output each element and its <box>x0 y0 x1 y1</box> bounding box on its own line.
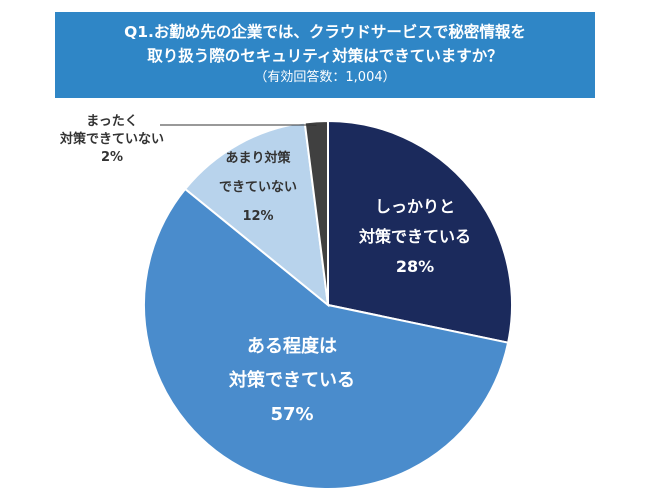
slice-label-barely: あまり対策 <box>225 150 291 166</box>
slice-label-fully: 対策できている <box>358 227 471 246</box>
slice-label-fully: しっかりと <box>375 197 455 216</box>
chart-title-line-1: Q1.お勤め先の企業では、クラウドサービスで秘密情報を <box>124 23 526 41</box>
pie-slice-somewhat <box>143 187 510 490</box>
chart-title-banner: Q1.お勤め先の企業では、クラウドサービスで秘密情報を 取り扱う際のセキュリティ… <box>55 12 595 98</box>
slice-percent-somewhat: 57% <box>270 404 313 425</box>
slice-label-not-at-all: 対策できていない <box>59 131 164 147</box>
slice-label-somewhat: 対策できている <box>228 369 355 391</box>
slice-percent-not-at-all: 2% <box>101 150 123 165</box>
pie-slice-barely <box>183 121 330 308</box>
pie-slice-fully <box>327 119 513 344</box>
slice-label-barely: できていない <box>219 180 297 195</box>
slice-label-not-at-all: まったく <box>86 114 137 129</box>
slice-percent-fully: 28% <box>396 257 434 276</box>
pie-slice-not-at-all <box>303 119 329 306</box>
slice-percent-barely: 12% <box>242 209 273 224</box>
slice-label-somewhat: ある程度は <box>247 335 337 357</box>
chart-title-line-2: 取り扱う際のセキュリティ対策はできていますか？ <box>147 47 503 65</box>
chart-subtitle: （有効回答数：1,004） <box>254 70 396 85</box>
